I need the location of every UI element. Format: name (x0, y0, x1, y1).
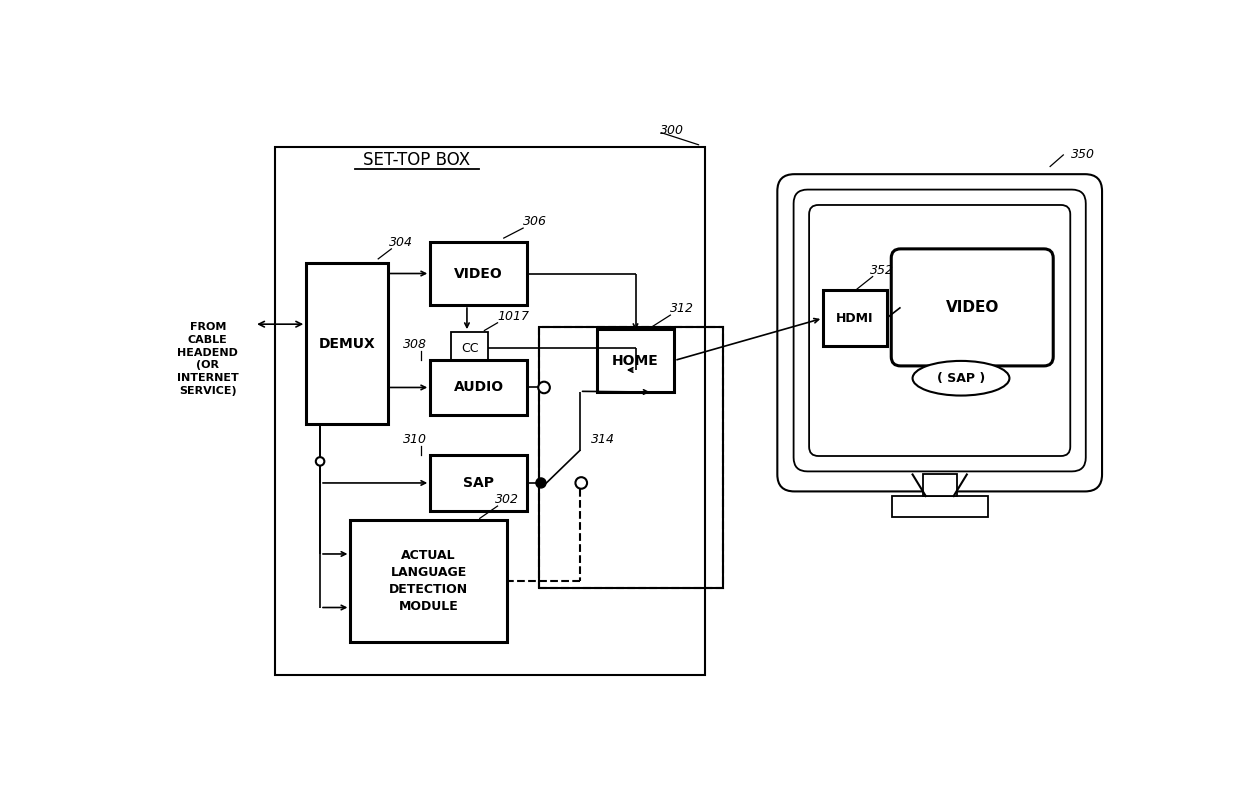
Text: 1017: 1017 (497, 310, 529, 323)
Text: ACTUAL
LANGUAGE
DETECTION
MODULE: ACTUAL LANGUAGE DETECTION MODULE (389, 549, 469, 613)
Bar (306, 263, 387, 425)
Bar (430, 359, 527, 415)
Text: 314: 314 (590, 433, 615, 446)
Text: 302: 302 (495, 493, 520, 506)
Text: DEMUX: DEMUX (319, 336, 376, 351)
Text: VIDEO: VIDEO (454, 266, 503, 281)
FancyBboxPatch shape (794, 190, 1086, 471)
Text: 352: 352 (869, 264, 894, 277)
Circle shape (316, 457, 325, 465)
Text: VIDEO: VIDEO (946, 300, 999, 315)
Text: AUDIO: AUDIO (454, 380, 503, 395)
Text: 308: 308 (403, 337, 427, 351)
Text: 350: 350 (1071, 148, 1095, 162)
Bar (275, 147, 706, 675)
Bar (351, 520, 507, 642)
Text: ( SAP ): ( SAP ) (937, 371, 985, 385)
Bar (538, 328, 723, 587)
Text: SET-TOP BOX: SET-TOP BOX (363, 151, 470, 169)
Ellipse shape (913, 361, 1009, 395)
Bar (430, 242, 527, 305)
Bar (538, 328, 723, 587)
Text: HDMI: HDMI (836, 312, 873, 324)
Bar (892, 496, 988, 516)
Text: FROM
CABLE
HEADEND
(OR
INTERNET
SERVICE): FROM CABLE HEADEND (OR INTERNET SERVICE) (177, 322, 238, 396)
Bar (451, 332, 489, 364)
Text: HOME: HOME (613, 354, 658, 367)
Circle shape (575, 477, 587, 489)
Circle shape (536, 478, 546, 488)
Circle shape (538, 382, 549, 393)
Text: 306: 306 (523, 215, 547, 228)
Text: SAP: SAP (463, 476, 494, 490)
Text: 300: 300 (660, 124, 684, 137)
Bar (596, 329, 675, 392)
Bar (823, 290, 887, 346)
Text: 304: 304 (389, 236, 413, 249)
Bar (923, 474, 957, 496)
Text: 312: 312 (671, 302, 694, 315)
FancyBboxPatch shape (777, 175, 1102, 492)
Bar (430, 455, 527, 511)
Text: CC: CC (461, 342, 479, 355)
FancyBboxPatch shape (892, 249, 1053, 366)
Text: 310: 310 (403, 433, 427, 446)
FancyBboxPatch shape (810, 205, 1070, 456)
